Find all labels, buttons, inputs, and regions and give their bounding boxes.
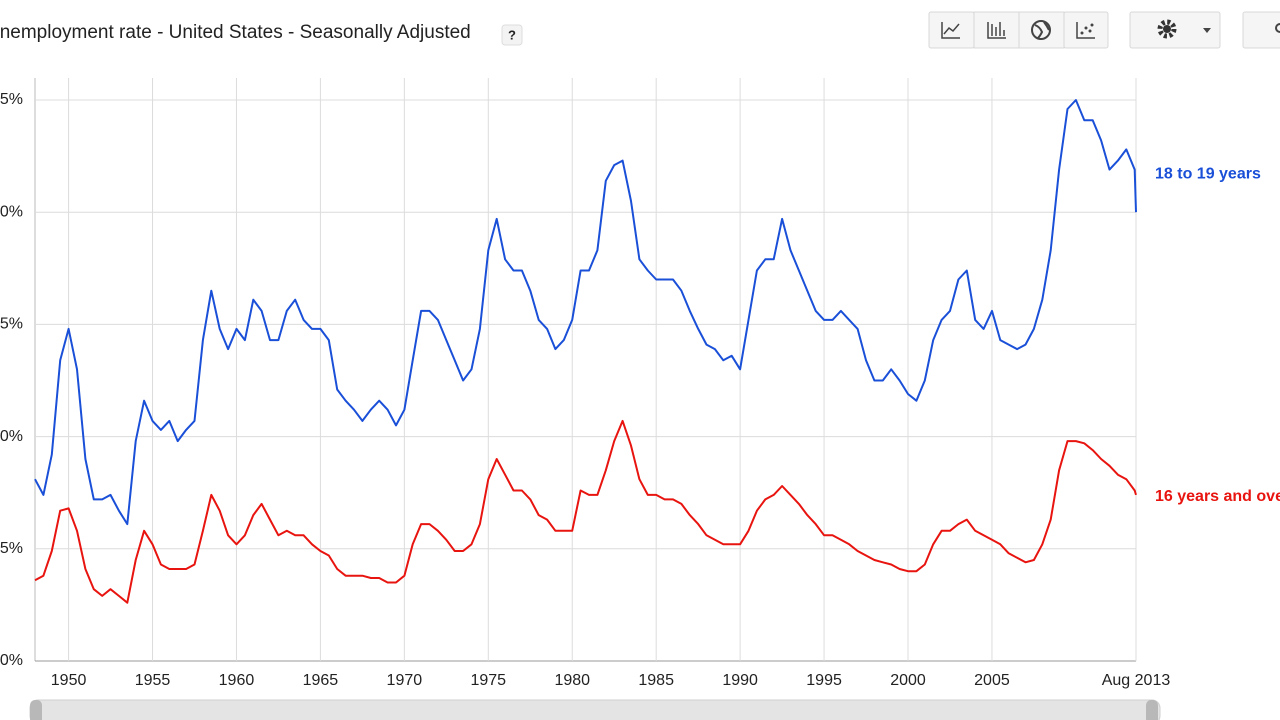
bar-icon — [987, 22, 1006, 39]
x-tick-label: Aug 2013 — [1102, 672, 1171, 689]
scatter-dots — [1080, 23, 1094, 35]
x-tick-label: 1950 — [51, 672, 87, 689]
y-tick-label: 10% — [0, 428, 23, 445]
x-tick-label: 1990 — [722, 672, 758, 689]
x-tick-label: 1995 — [806, 672, 842, 689]
search-button[interactable] — [1242, 11, 1280, 49]
x-tick-label: 1965 — [303, 672, 339, 689]
plot-area: 0% 5% 10% 15% 20% 25% 1950 1955 1960 1965 1970 1975… — [0, 78, 1170, 689]
x-tick-label: 1980 — [554, 672, 590, 689]
gear-hub — [1163, 25, 1171, 33]
globe-detail — [1034, 21, 1050, 39]
x-tick-label: 1975 — [470, 672, 506, 689]
chart-title: Unemployment rate - United States - Seas… — [0, 22, 471, 43]
scatter-axes — [1076, 22, 1095, 39]
y-tick-label: 5% — [0, 540, 23, 557]
bar-chart-button[interactable] — [973, 11, 1020, 49]
scroll-handle-right[interactable] — [1146, 700, 1158, 720]
search-icon — [1275, 23, 1280, 33]
y-tick-label: 20% — [0, 203, 23, 220]
help-button[interactable] — [501, 24, 523, 46]
scroll-handle-left[interactable] — [30, 700, 42, 720]
dropdown-arrow — [1203, 28, 1211, 33]
x-tick-label: 1970 — [387, 672, 423, 689]
line-icon — [941, 22, 960, 39]
x-tick-label: 1960 — [219, 672, 255, 689]
x-tick-label: 2000 — [890, 672, 926, 689]
globe-icon — [1031, 20, 1051, 40]
y-tick-label: 15% — [0, 316, 23, 333]
series-label: 16 years and over — [1155, 488, 1280, 505]
x-tick-label: 1955 — [135, 672, 171, 689]
y-tick-label: 0% — [0, 652, 23, 669]
y-tick-label: 25% — [0, 91, 23, 108]
toolbar — [928, 11, 1280, 49]
series-label: 18 to 19 years — [1155, 165, 1261, 182]
gear-icon — [1157, 19, 1177, 39]
timeline-scrollbar[interactable] — [29, 699, 1161, 720]
help-label: ? — [508, 27, 516, 42]
series-line — [34, 419, 1137, 604]
x-tick-label: 2005 — [974, 672, 1010, 689]
scatter-button[interactable] — [1063, 11, 1109, 49]
x-tick-label: 1985 — [638, 672, 674, 689]
series-line — [34, 99, 1137, 526]
